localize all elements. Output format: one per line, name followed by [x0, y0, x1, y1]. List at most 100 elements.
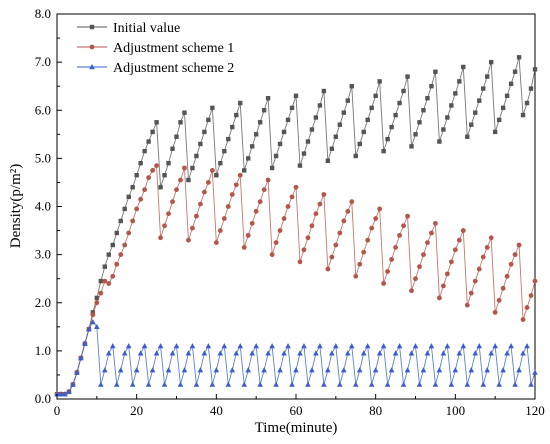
legend: Initial value Adjustment scheme 1 Adjustme… [77, 21, 234, 76]
data-point [122, 242, 128, 248]
data-point [198, 201, 203, 207]
data-point [297, 350, 303, 356]
data-point [409, 144, 414, 149]
data-point [173, 343, 180, 349]
x-tick-label: 60 [290, 403, 303, 418]
data-point [249, 350, 255, 356]
data-point [182, 165, 187, 171]
data-point [98, 290, 104, 296]
data-point [425, 96, 430, 101]
data-point [289, 194, 295, 200]
data-point [337, 230, 343, 236]
data-point [301, 343, 307, 349]
data-point [444, 271, 450, 277]
data-point [269, 343, 275, 349]
data-point [405, 213, 410, 219]
data-point [357, 141, 362, 147]
data-point [361, 249, 367, 255]
data-point [118, 252, 124, 258]
data-point [265, 177, 271, 183]
data-point [452, 247, 458, 253]
data-point [201, 189, 207, 195]
data-point [118, 218, 123, 224]
x-tick-label: 20 [130, 403, 143, 418]
data-point [468, 367, 475, 373]
data-point [353, 153, 358, 159]
data-point [441, 127, 446, 132]
data-point [349, 199, 355, 205]
data-point [126, 230, 132, 236]
data-point [528, 86, 534, 91]
data-point [205, 180, 211, 185]
series-3 [54, 319, 538, 397]
data-point [253, 132, 259, 137]
data-point [269, 252, 275, 258]
data-point [86, 326, 92, 332]
data-point [265, 350, 271, 356]
data-point [241, 245, 247, 250]
data-point [121, 350, 128, 356]
data-point [150, 129, 155, 135]
data-point [345, 208, 351, 214]
data-point [488, 59, 494, 65]
data-point [261, 108, 267, 113]
data-point [285, 343, 291, 349]
data-point [233, 350, 240, 356]
data-point [154, 120, 159, 125]
data-point [201, 350, 208, 356]
data-point [504, 93, 510, 99]
data-point [153, 350, 160, 356]
data-point [500, 367, 506, 373]
data-point [496, 381, 502, 387]
data-point [237, 172, 243, 178]
data-point [133, 367, 140, 373]
data-point [397, 232, 402, 238]
data-point [206, 117, 211, 123]
data-point [532, 278, 538, 284]
data-point [365, 117, 370, 123]
data-point [392, 350, 399, 356]
data-point [464, 302, 470, 308]
data-point [161, 381, 168, 387]
data-point [114, 261, 120, 267]
data-point [512, 69, 518, 74]
data-point [348, 343, 355, 349]
data-point [297, 259, 303, 265]
data-point [313, 211, 319, 217]
data-point [221, 343, 228, 349]
data-point [285, 117, 291, 123]
data-point [190, 225, 195, 231]
data-point [508, 343, 514, 349]
data-point [436, 367, 443, 373]
legend-marker [89, 64, 95, 70]
data-point [197, 367, 204, 373]
data-point [141, 343, 148, 349]
data-point [381, 148, 386, 154]
data-point [440, 283, 446, 289]
data-point [337, 381, 343, 387]
data-point [341, 110, 346, 115]
data-point [361, 129, 366, 135]
data-point [62, 391, 68, 397]
data-point [209, 168, 215, 173]
data-point [457, 79, 462, 84]
data-point [177, 381, 184, 387]
data-point [377, 79, 382, 84]
data-point [377, 206, 383, 212]
data-point [520, 112, 526, 118]
data-point [213, 240, 219, 245]
data-point [313, 350, 319, 356]
data-point [381, 281, 387, 286]
data-point [305, 235, 311, 241]
data-point [125, 343, 132, 349]
data-point [345, 98, 350, 103]
data-point [102, 264, 107, 269]
data-point [484, 245, 490, 250]
data-point [433, 220, 438, 226]
data-point [289, 105, 295, 111]
data-point [217, 350, 224, 356]
data-point [313, 115, 319, 120]
data-point [169, 350, 176, 356]
data-point [230, 124, 235, 130]
